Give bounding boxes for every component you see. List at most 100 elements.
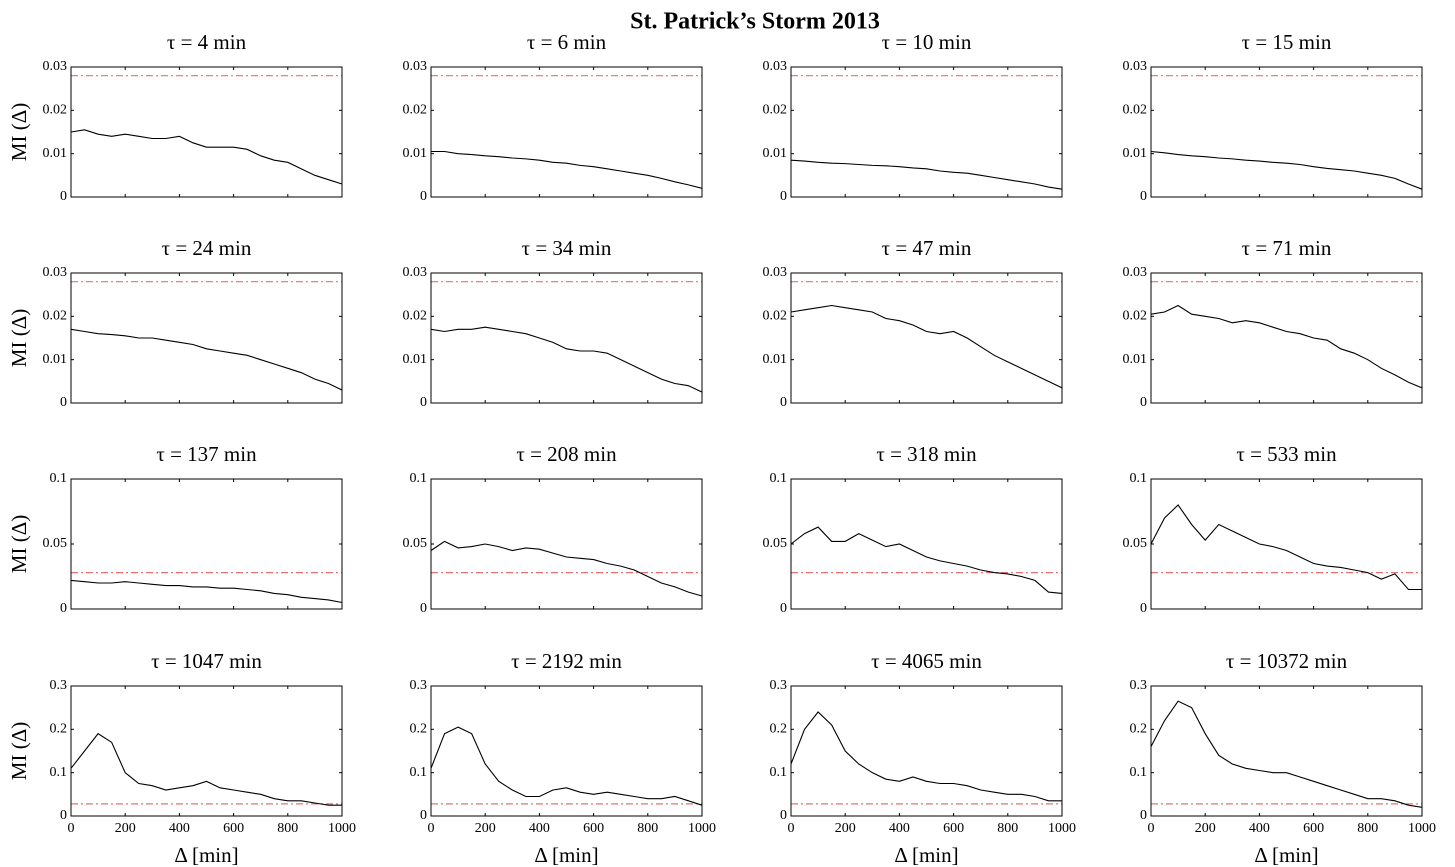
y-tick-label: 0.3 [410,678,428,693]
x-tick-label: 200 [1195,821,1216,836]
y-tick-label: 0 [60,601,67,616]
y-tick-label: 0.03 [403,59,428,74]
data-line [1150,504,1422,591]
subplot: τ = 6 min 0 0.01 0.02 0.03 [403,30,703,204]
x-tick-label: 800 [1357,821,1378,836]
y-tick-label: 0.02 [763,103,788,118]
subplot: τ = 208 min 0 0.05 0.1 [403,442,703,616]
data-line [70,579,343,604]
data-line [430,726,703,806]
x-tick-label: 600 [223,821,244,836]
y-tick-label: 0 [780,189,787,204]
y-tick-label: 0 [1140,601,1147,616]
data-line [790,304,1063,389]
x-axis-label: Δ [min] [174,843,238,867]
subplot-title: τ = 533 min [1236,442,1337,466]
subplot-title: τ = 1047 min [151,649,262,673]
subplot: τ = 10372 min Δ [min] 0 0.1 0.2 0.3 0 200 400 600… [1130,649,1437,867]
y-tick-label: 0 [60,189,67,204]
axes-frame [1150,478,1423,610]
x-tick-label: 200 [835,821,856,836]
subplot: τ = 24 min MI (Δ) 0 0.01 0.02 0.03 [7,236,343,410]
x-tick-label: 800 [637,821,658,836]
subplot: τ = 4065 min Δ [min] 0 0.1 0.2 0.3 0 200 400 600 8… [770,649,1077,867]
x-tick-label: 200 [115,821,136,836]
axes-frame [430,272,703,404]
subplot: τ = 2192 min Δ [min] 0 0.1 0.2 0.3 0 200 400 600 8… [410,649,717,867]
axes-frame [1150,66,1423,198]
data-line [70,129,343,185]
axes-frame [430,478,703,610]
y-axis-label: MI (Δ) [7,309,31,367]
y-tick-label: 0.02 [1123,309,1148,324]
x-tick-label: 1000 [688,821,716,836]
y-tick-label: 0.02 [763,309,788,324]
data-line [1150,700,1423,808]
x-tick-label: 1000 [1408,821,1436,836]
subplot-title: τ = 71 min [1242,236,1332,260]
y-tick-label: 0.3 [1130,678,1148,693]
subplot-title: τ = 34 min [522,236,612,260]
y-tick-label: 0.03 [763,59,788,74]
x-tick-label: 200 [475,821,496,836]
subplot-title: τ = 47 min [882,236,972,260]
data-line [430,326,703,393]
axes-frame [1150,685,1423,817]
data-line [430,540,703,597]
y-tick-label: 0.3 [50,678,68,693]
subplot-title: τ = 2192 min [511,649,622,673]
subplot: τ = 533 min 0 0.05 0.1 [1123,442,1423,616]
x-tick-label: 600 [943,821,964,836]
y-tick-label: 0.2 [1130,722,1148,737]
x-tick-label: 1000 [1048,821,1076,836]
subplot: τ = 47 min 0 0.01 0.02 0.03 [763,236,1063,410]
y-tick-label: 0.03 [763,265,788,280]
subplot-title: τ = 4 min [167,30,247,54]
y-tick-label: 0.03 [1123,59,1148,74]
y-tick-label: 0.03 [1123,265,1148,280]
axes-frame [1150,272,1423,404]
y-tick-label: 0 [420,601,427,616]
x-tick-label: 400 [1249,821,1270,836]
subplot: τ = 10 min 0 0.01 0.02 0.03 [763,30,1063,204]
axes-frame [790,66,1063,198]
y-tick-label: 0.1 [770,765,788,780]
x-tick-label: 0 [68,821,75,836]
y-tick-label: 0.1 [1130,765,1148,780]
data-line [70,328,343,391]
axes-frame [430,685,703,817]
data-line [1150,304,1423,389]
y-axis-label: MI (Δ) [7,515,31,573]
subplot-title: τ = 24 min [162,236,252,260]
y-tick-label: 0.01 [1123,146,1148,161]
x-tick-label: 400 [889,821,910,836]
subplot-title: τ = 208 min [516,442,617,466]
subplot: τ = 1047 min MI (Δ) Δ [min] 0 0.1 0.2 0.3 0 200 4… [7,649,356,867]
y-tick-label: 0.2 [50,722,68,737]
subplot: τ = 4 min MI (Δ) 0 0.01 0.02 0.03 [7,30,343,204]
x-tick-label: 800 [277,821,298,836]
y-tick-label: 0.02 [403,103,428,118]
figure-title: St. Patrick’s Storm 2013 [630,9,880,35]
y-tick-label: 0 [780,808,787,823]
x-axis-label: Δ [min] [1254,843,1318,867]
y-tick-label: 0.01 [403,146,428,161]
subplot: τ = 318 min 0 0.05 0.1 [763,442,1063,616]
axes-frame [790,478,1063,610]
y-tick-label: 0 [1140,395,1147,410]
y-tick-label: 0.3 [770,678,788,693]
axes-frame [70,66,343,198]
y-tick-label: 0.2 [410,722,428,737]
x-tick-label: 800 [997,821,1018,836]
axes-frame [70,685,343,817]
y-tick-label: 0.1 [50,471,68,486]
y-tick-label: 0.05 [1123,536,1148,551]
data-line [70,732,342,806]
subplot-title: τ = 4065 min [871,649,982,673]
y-tick-label: 0.05 [763,536,788,551]
y-tick-label: 0.01 [763,352,788,367]
y-tick-label: 0.03 [403,265,428,280]
data-line [1150,150,1423,190]
y-tick-label: 0.01 [43,352,68,367]
